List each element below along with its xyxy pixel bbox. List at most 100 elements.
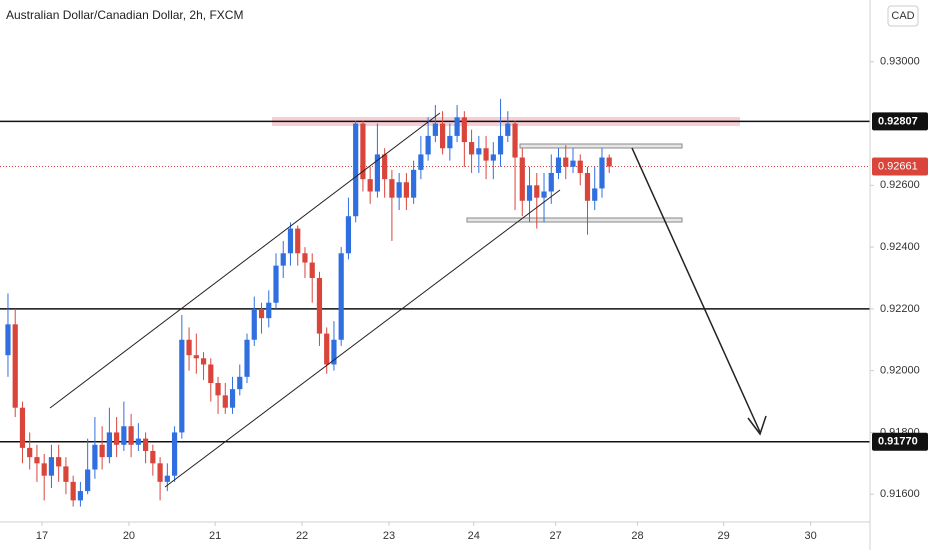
x-tick-label: 30 — [804, 530, 816, 542]
x-tick-label: 24 — [468, 530, 480, 542]
level-label: 0.91770 — [878, 436, 918, 448]
candle-body — [287, 228, 294, 254]
range-bottom-box — [466, 217, 683, 223]
candle-body — [85, 469, 91, 492]
candle-body — [309, 262, 315, 278]
candle-body — [164, 475, 170, 482]
candle-body — [258, 308, 265, 319]
x-tick-label: 23 — [383, 530, 395, 542]
candle-body — [222, 395, 228, 408]
candle-body — [157, 463, 163, 482]
candle-body — [34, 457, 40, 464]
y-tick-label: 0.92600 — [880, 179, 920, 191]
candle-body — [316, 277, 323, 334]
candle-body — [411, 169, 417, 198]
x-tick-label: 17 — [36, 530, 48, 542]
channel-upper — [49, 112, 441, 409]
candle-body — [483, 148, 489, 161]
candle-body — [77, 491, 84, 501]
candle-body — [273, 265, 279, 303]
candle-body — [345, 216, 352, 254]
candle-body — [150, 450, 156, 464]
forecast-arrow — [631, 147, 761, 433]
candle-body — [338, 253, 344, 340]
candle-body — [447, 135, 453, 149]
candle-body — [70, 481, 76, 501]
candle-body — [454, 117, 460, 136]
candle-body — [106, 432, 112, 458]
candle-body — [92, 444, 98, 470]
currency: CAD — [891, 10, 914, 22]
x-tick-label: 20 — [123, 530, 135, 542]
range-top-box — [519, 143, 683, 149]
candle-body — [526, 185, 533, 201]
candle-body — [237, 376, 243, 390]
level-label-box — [872, 112, 928, 131]
candle-body — [99, 444, 105, 458]
candle-body — [27, 447, 33, 458]
candle-body — [555, 157, 562, 173]
candle-body — [374, 154, 381, 192]
candle-body — [171, 432, 178, 476]
candle-body — [266, 302, 272, 319]
candle-body — [403, 182, 409, 198]
candle-body — [440, 123, 446, 149]
candle-body — [41, 463, 47, 476]
candle-body — [512, 123, 518, 158]
candle-body — [425, 135, 431, 155]
candle-body — [48, 457, 55, 476]
candle-body — [360, 123, 366, 180]
y-tick-label: 0.93000 — [880, 56, 920, 68]
candle-body — [229, 389, 236, 408]
y-tick-label: 0.92400 — [880, 241, 920, 253]
level-label-box — [872, 432, 928, 451]
candle-body — [128, 426, 134, 445]
candle-body — [12, 324, 18, 408]
y-tick-label: 0.92200 — [880, 303, 920, 315]
candle-body — [135, 438, 141, 445]
x-tick-label: 21 — [209, 530, 221, 542]
y-tick-label: 0.92000 — [880, 365, 920, 377]
candle-body — [63, 466, 69, 482]
candle-body — [251, 308, 257, 340]
candle-body — [324, 333, 330, 365]
candle-body — [497, 135, 504, 155]
candle-body — [541, 191, 547, 198]
x-tick-label: 22 — [296, 530, 308, 542]
chart-title: Australian Dollar/Canadian Dollar, 2h, F… — [6, 8, 243, 22]
currency-box — [887, 5, 919, 27]
arrow-head — [747, 415, 767, 436]
candle-body — [179, 339, 185, 433]
candle-body — [548, 172, 554, 192]
candle-body — [193, 355, 199, 359]
candle-body — [114, 432, 120, 445]
candle-body — [143, 438, 149, 451]
candle-body — [353, 123, 359, 217]
candle-body — [563, 157, 569, 167]
candle-body — [592, 188, 598, 201]
candle-body — [599, 157, 605, 189]
candle-body — [208, 364, 214, 384]
channel-lower — [164, 189, 561, 488]
candle-body — [200, 358, 207, 365]
candle-body — [331, 339, 337, 365]
candle-body — [490, 154, 496, 161]
candle-body — [577, 160, 583, 173]
candle-body — [19, 407, 26, 448]
candle-body — [418, 154, 424, 170]
candle-body — [534, 185, 540, 198]
last-price-label: 0.92661 — [878, 160, 918, 172]
candle-body — [396, 182, 402, 198]
level-label: 0.92807 — [878, 115, 918, 127]
candle-body — [280, 253, 286, 266]
candle-body — [382, 154, 388, 180]
candle-body — [584, 172, 591, 201]
x-tick-label: 28 — [631, 530, 643, 542]
candle-body — [468, 142, 475, 155]
candle-body — [215, 383, 221, 396]
candle-body — [244, 339, 250, 377]
candle-body — [432, 123, 438, 136]
x-tick-label: 27 — [549, 530, 561, 542]
